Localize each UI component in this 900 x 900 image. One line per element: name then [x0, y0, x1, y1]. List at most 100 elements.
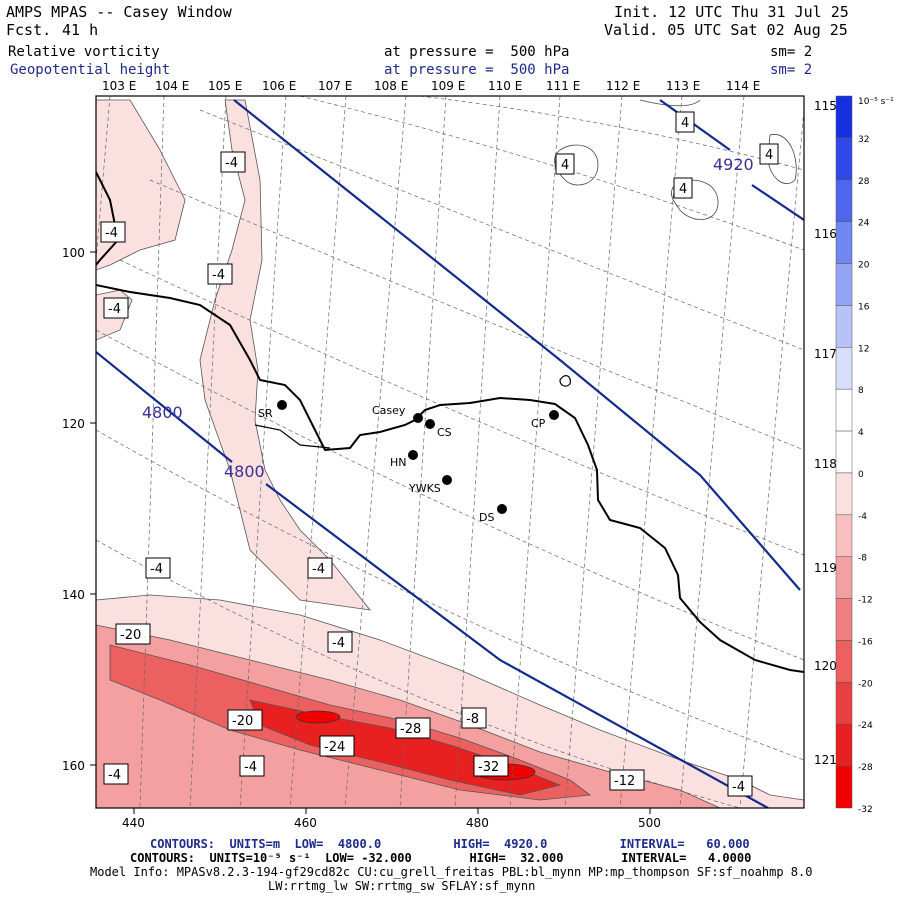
- vort-label: 4: [765, 148, 773, 163]
- stations: SR Casey CS CP HN YWKS DS: [258, 400, 559, 524]
- field2-name: Geopotential height: [10, 62, 171, 78]
- lon-label: 106 E: [262, 79, 296, 93]
- vort-label: -20: [120, 628, 141, 643]
- height-contours: [96, 99, 804, 808]
- colorbar-tick: 8: [858, 386, 864, 396]
- colorbar-swatch: [835, 556, 853, 599]
- vorticity-contour-positive: [767, 134, 797, 185]
- colorbar-tick: 24: [858, 219, 870, 229]
- field2-smoothing: sm= 2: [770, 62, 813, 78]
- vort-label: -4: [225, 156, 238, 171]
- colorbar-tick: 32: [858, 135, 869, 145]
- lon-label: 103 E: [102, 79, 136, 93]
- valid-time: Valid. 05 UTC Sat 02 Aug 25: [604, 21, 848, 39]
- plot-border: [95, 95, 805, 809]
- colorbar-swatch: [835, 263, 853, 306]
- colorbar-swatch: [835, 765, 853, 809]
- lon-label: 107 E: [318, 79, 352, 93]
- station-hn-marker: [408, 450, 418, 460]
- colorbar-swatch: [835, 221, 853, 264]
- colorbar-swatch: [835, 95, 853, 139]
- colorbar-swatch: [835, 179, 853, 222]
- station-sr-label: SR: [258, 407, 273, 420]
- vort-label: -4: [108, 302, 121, 317]
- station-ds-marker: [497, 504, 507, 514]
- vorticity-contour-positive: [670, 179, 719, 220]
- vort-label: -4: [108, 768, 121, 783]
- init-time: Init. 12 UTC Thu 31 Jul 25: [614, 3, 849, 21]
- y-tick: 160: [62, 759, 85, 773]
- y-tick: 140: [62, 588, 85, 602]
- colorbar-swatch: [835, 305, 853, 348]
- station-casey-marker: [413, 413, 423, 423]
- lon-label: 109 E: [431, 79, 465, 93]
- station-cp-marker: [549, 410, 559, 420]
- vorticity-labels: -4 -4 -4 -4 -4 -4 -4 -4 -4 -4 -20 -20 -2…: [100, 111, 779, 797]
- lon-label: 112 E: [606, 79, 640, 93]
- vort-label: -32: [478, 760, 499, 775]
- vort-label: -4: [732, 780, 745, 795]
- vort-label: -12: [614, 774, 635, 789]
- station-cs-label: CS: [437, 426, 452, 439]
- vort-label: -20: [232, 714, 253, 729]
- station-hn-label: HN: [390, 456, 407, 469]
- field1-level: at pressure = 500 hPa: [384, 44, 570, 60]
- colorbar-tick: -4: [858, 512, 867, 522]
- colorbar-swatch: [835, 514, 853, 557]
- colorbar-swatch: [835, 723, 853, 767]
- vorticity-contour-positive: [554, 144, 599, 186]
- colorbar-tick: 28: [858, 177, 870, 187]
- vort-label: 4: [681, 116, 689, 131]
- model-info: Model Info: MPASv8.2.3-194-gf29cd82c CU:…: [90, 865, 813, 879]
- vort-label: -4: [312, 562, 325, 577]
- vort-label: -28: [400, 722, 421, 737]
- station-casey-label: Casey: [372, 404, 406, 417]
- colorbar-tick: 12: [858, 344, 869, 354]
- colorbar-tick: 4: [858, 428, 864, 438]
- colorbar-swatch: [835, 347, 853, 390]
- vorticity-max: [295, 710, 341, 724]
- y-tick: 120: [62, 417, 85, 431]
- x-axis: 440 460 480 500: [122, 808, 661, 830]
- station-ywks-label: YWKS: [408, 482, 441, 495]
- vorticity-contour-positive: [639, 99, 701, 107]
- colorbar-tick: 20: [858, 261, 870, 271]
- height-contour-info: CONTOURS: UNITS=m LOW= 4800.0 HIGH= 4920…: [150, 837, 750, 851]
- colorbar-tick: -20: [858, 679, 873, 689]
- height-label: 4920: [713, 155, 754, 174]
- vort-label: -4: [212, 268, 225, 283]
- island: [559, 375, 571, 387]
- station-sr-marker: [277, 400, 287, 410]
- forecast-label: Fcst.: [6, 21, 52, 39]
- y-axis: 100 120 140 160: [62, 246, 96, 773]
- vort-label: -24: [324, 740, 345, 755]
- lon-label: 114 E: [726, 79, 760, 93]
- colorbar-swatch: [835, 682, 853, 725]
- colorbar-unit: 10⁻⁵ s⁻¹: [858, 97, 894, 107]
- lon-label: 113 E: [666, 79, 700, 93]
- colorbar-tick: -24: [858, 721, 873, 731]
- colorbar-swatch: [835, 598, 853, 641]
- model-physics: LW:rrtmg_lw SW:rrtmg_sw SFLAY:sf_mynn: [268, 879, 536, 893]
- vort-label: -4: [150, 562, 163, 577]
- station-ywks-marker: [442, 475, 452, 485]
- colorbar-swatch: [835, 388, 853, 432]
- lon-label: 105 E: [208, 79, 242, 93]
- station-cs-marker: [425, 419, 435, 429]
- vort-label: -4: [332, 636, 345, 651]
- app-title: AMPS MPAS -- Casey Window: [6, 3, 232, 21]
- field2-level: at pressure = 500 hPa: [384, 62, 570, 78]
- vort-label: 4: [561, 158, 569, 173]
- x-tick: 480: [466, 816, 489, 830]
- station-ds-label: DS: [479, 511, 494, 524]
- lon-label: 111 E: [546, 79, 580, 93]
- longitude-labels-top: 103 E 104 E 105 E 106 E 107 E 108 E 109 …: [102, 79, 760, 93]
- x-tick: 440: [122, 816, 145, 830]
- colorbar-tick: -12: [858, 596, 873, 606]
- field1-name: Relative vorticity: [8, 44, 160, 60]
- vort-label: -4: [105, 226, 118, 241]
- colorbar-tick: -16: [858, 637, 873, 647]
- colorbar: 32 28 24 20 16 12 8 4 0 -4 -8 -12 -16 -20 -24 -28 -32: [835, 95, 873, 815]
- coastline-inner: [254, 424, 331, 449]
